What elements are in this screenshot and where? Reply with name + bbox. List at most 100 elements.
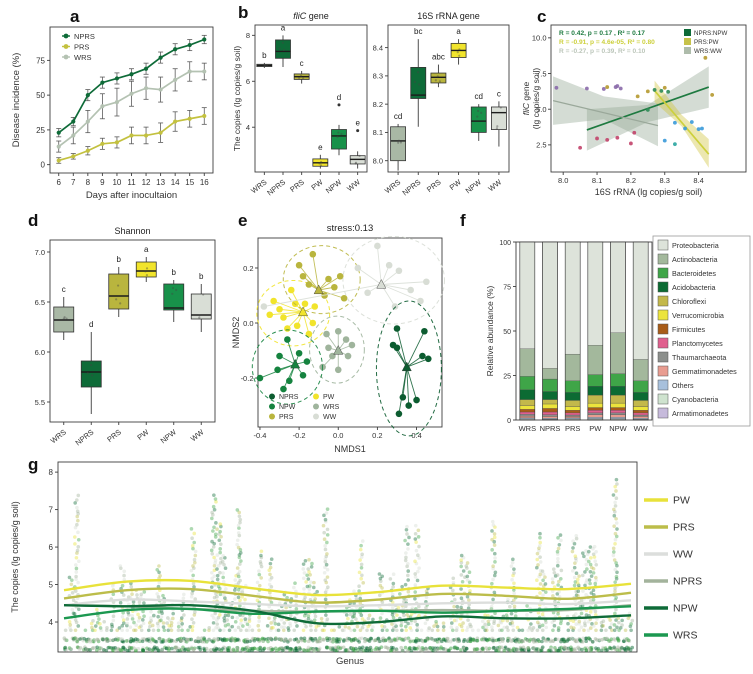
panel-d-shannon-boxplot: Shannon 5.5 6.0 6.5 7.0 c WRS d NPRS b PRS a PW b NPW b… — [35, 226, 216, 446]
svg-text:PRS:PW: PRS:PW — [694, 39, 719, 46]
svg-text:8.1: 8.1 — [592, 176, 602, 185]
svg-text:50: 50 — [503, 329, 511, 336]
svg-text:25: 25 — [36, 126, 45, 135]
svg-text:NPW: NPW — [464, 177, 484, 195]
svg-text:5.5: 5.5 — [35, 398, 45, 407]
svg-text:NPRS: NPRS — [74, 32, 95, 41]
panel-label-g: g — [28, 455, 39, 474]
svg-text:Gemmatimonadetes: Gemmatimonadetes — [672, 367, 737, 376]
svg-text:PRS: PRS — [425, 177, 443, 194]
svg-text:Proteobacteria: Proteobacteria — [672, 241, 719, 250]
panel-e-nmds-plot: stress:0.13 -0.2 0.0 0.2 -0.4 -0.2 0.0 0.2 0.4 NM… — [231, 223, 446, 454]
svg-text:PRS: PRS — [279, 414, 294, 421]
svg-text:14: 14 — [171, 178, 180, 187]
panel-c-regression-scatter: 2.5 5.0 7.5 10.0 8.0 8.1 8.2 8.3 8.4 16S rRNA (lg… — [521, 24, 747, 197]
svg-text:0.2: 0.2 — [372, 431, 382, 440]
svg-text:8: 8 — [49, 468, 54, 477]
svg-text:WW: WW — [673, 549, 693, 561]
svg-text:0.2: 0.2 — [243, 264, 253, 273]
panel-label-a: a — [70, 7, 80, 26]
svg-text:c: c — [497, 89, 501, 98]
svg-text:5: 5 — [49, 580, 54, 589]
svg-text:a: a — [281, 23, 286, 32]
svg-text:NPRS: NPRS — [540, 424, 561, 433]
svg-text:Actinobacteria: Actinobacteria — [672, 255, 718, 264]
svg-text:NPRS: NPRS — [265, 177, 287, 197]
svg-text:15: 15 — [185, 178, 194, 187]
svg-text:WRS: WRS — [519, 424, 537, 433]
svg-text:16S rRNA gene: 16S rRNA gene — [417, 11, 480, 21]
svg-text:NPRS: NPRS — [673, 576, 702, 588]
svg-text:Firmicutes: Firmicutes — [672, 325, 706, 334]
svg-text:PRS: PRS — [74, 43, 89, 52]
svg-text:c: c — [62, 285, 66, 294]
svg-text:5.0: 5.0 — [536, 105, 546, 114]
svg-text:0.4: 0.4 — [411, 431, 421, 440]
svg-text:d: d — [89, 320, 93, 329]
svg-text:WRS: WRS — [74, 53, 92, 62]
svg-text:6: 6 — [49, 543, 54, 552]
svg-text:Days after inocultaion: Days after inocultaion — [86, 190, 177, 201]
svg-text:a: a — [456, 27, 461, 36]
svg-text:11: 11 — [127, 178, 136, 187]
svg-text:NPRS: NPRS — [279, 394, 299, 401]
svg-text:8.2: 8.2 — [373, 100, 383, 109]
svg-text:10: 10 — [112, 178, 121, 187]
svg-text:fliC gene: fliC gene — [521, 81, 531, 115]
svg-text:PW: PW — [309, 177, 325, 192]
svg-text:4: 4 — [49, 618, 54, 627]
svg-text:PRS: PRS — [288, 177, 306, 194]
svg-text:The copies (lg copies/g soil): The copies (lg copies/g soil) — [10, 501, 20, 613]
svg-text:a: a — [144, 245, 149, 254]
panel-label-d: d — [28, 211, 39, 230]
svg-text:4: 4 — [246, 123, 250, 132]
svg-text:7.5: 7.5 — [536, 69, 546, 78]
svg-text:WRS: WRS — [323, 404, 340, 411]
svg-text:WRS: WRS — [249, 177, 268, 195]
svg-text:0.0: 0.0 — [243, 319, 253, 328]
svg-text:6: 6 — [246, 77, 250, 86]
svg-text:100: 100 — [499, 240, 511, 247]
svg-text:d: d — [337, 93, 341, 102]
svg-text:-0.4: -0.4 — [253, 431, 266, 440]
svg-text:0: 0 — [41, 161, 46, 170]
svg-text:8.2: 8.2 — [626, 176, 636, 185]
svg-text:PW: PW — [673, 495, 690, 507]
svg-text:The copies (lg copies/g soil): The copies (lg copies/g soil) — [232, 46, 242, 152]
svg-text:NPW: NPW — [673, 603, 698, 615]
svg-text:13: 13 — [156, 178, 165, 187]
svg-text:WRS: WRS — [383, 177, 402, 195]
svg-text:25: 25 — [503, 373, 511, 380]
svg-text:PW: PW — [448, 177, 464, 192]
panel-label-f: f — [460, 211, 466, 230]
svg-text:Disease incidence (%): Disease incidence (%) — [11, 53, 22, 148]
svg-text:stress:0.13: stress:0.13 — [327, 223, 373, 234]
svg-text:Armatimonadetes: Armatimonadetes — [672, 409, 729, 418]
svg-text:-0.2: -0.2 — [293, 431, 306, 440]
panel-b-gene-copies-boxplots: fliC gene 4 6 8 b WRS a NPRS c PRS e PW d NPW e WW 16S r… — [232, 11, 510, 197]
svg-text:NPRS:NPW: NPRS:NPW — [694, 30, 728, 37]
svg-text:7: 7 — [71, 178, 76, 187]
svg-text:NMDS1: NMDS1 — [334, 444, 366, 454]
svg-text:NPW: NPW — [609, 424, 627, 433]
svg-text:8: 8 — [86, 178, 91, 187]
svg-text:7: 7 — [49, 505, 54, 514]
svg-text:Thaumarchaeota: Thaumarchaeota — [672, 353, 726, 362]
svg-text:cd: cd — [475, 92, 483, 101]
svg-text:c: c — [300, 59, 304, 68]
svg-text:NPW: NPW — [324, 177, 344, 195]
svg-text:WW: WW — [634, 424, 649, 433]
svg-text:9: 9 — [100, 178, 105, 187]
svg-text:WW: WW — [345, 177, 362, 193]
panel-f-stacked-abundance-bars: 0 25 50 75 100 Relative abundance (%) WRS NPRS P… — [485, 235, 751, 433]
svg-text:Shannon: Shannon — [114, 226, 150, 236]
panel-label-e: e — [238, 211, 248, 230]
svg-text:R = 0.42, p = 0.17 , R² = 0.17: R = 0.42, p = 0.17 , R² = 0.17 — [559, 30, 645, 37]
svg-text:Others: Others — [672, 381, 694, 390]
svg-text:NPW: NPW — [159, 427, 179, 445]
svg-text:PW: PW — [323, 394, 335, 401]
svg-text:16: 16 — [200, 178, 209, 187]
panel-a-disease-incidence-line-chart: 0 25 50 75 6 7 8 9 10 11 12 13 14 15 16 Days after inoc… — [11, 26, 214, 201]
panel-label-b: b — [238, 3, 249, 22]
svg-text:WRS:WW: WRS:WW — [694, 48, 722, 55]
